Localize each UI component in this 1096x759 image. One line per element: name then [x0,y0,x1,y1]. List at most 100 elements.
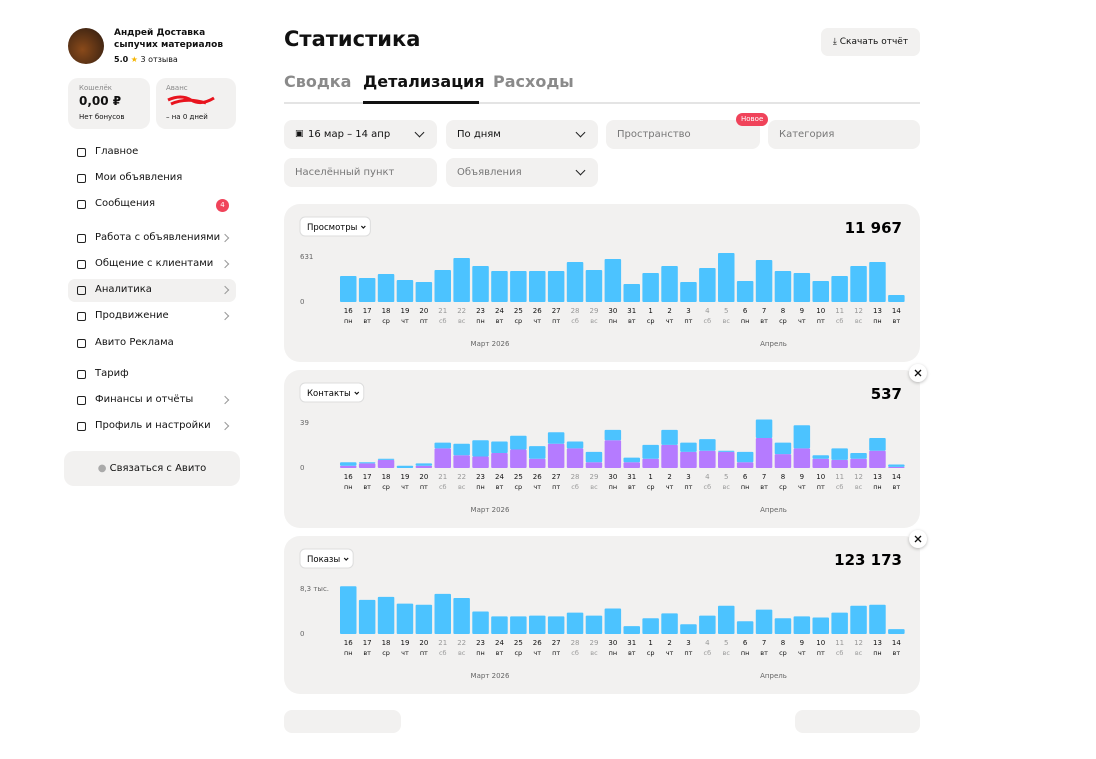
name-line: Андрей Доставка [114,28,206,38]
ads-filter[interactable]: Объявления [446,158,598,187]
bar [755,259,773,302]
category-filter[interactable]: Категория [768,120,920,149]
bar [680,451,697,468]
day-label: 14 [892,473,901,481]
close-icon [914,535,922,543]
day-label: 9 [800,473,804,481]
wallet-label: Кошелёк [79,84,112,92]
wallet[interactable]: Кошелёк 0,00 ₽ Нет бонусов [68,78,150,129]
close-button[interactable] [909,364,927,382]
day-label: 20 [419,639,428,647]
day-label: 21 [438,639,447,647]
menu-item[interactable]: Общение с клиентами [95,258,214,269]
weekday-label: вт [496,649,504,657]
avatar[interactable] [68,28,104,64]
weekday-label: пн [741,649,750,657]
day-label: 3 [686,473,690,481]
menu-item[interactable]: Аналитика [95,284,152,295]
space-filter[interactable]: Пространство [606,120,760,149]
metric-dropdown[interactable] [299,548,354,569]
grouping-filter[interactable]: По дням [446,120,598,149]
day-label: 27 [552,307,561,315]
day-label: 7 [762,473,766,481]
menu-item[interactable]: Мои объявления [95,172,183,183]
weekday-label: сб [439,483,447,491]
reviews[interactable]: 3 отзыва [140,55,178,64]
city-filter[interactable]: Населённый пункт [284,158,437,187]
month-label: Апрель [760,506,787,514]
day-label: 24 [495,473,504,481]
weekday-label: пн [609,317,618,325]
weekday-label: пт [420,317,428,325]
bar [472,440,489,457]
weekday-label: ср [647,483,655,491]
day-label: 27 [552,639,561,647]
day-label: 16 [344,307,353,315]
day-label: 30 [608,473,617,481]
menu-item[interactable]: Профиль и настройки [95,420,211,431]
weekday-label: вт [496,317,504,325]
bar [888,466,905,468]
day-label: 1 [648,639,652,647]
weekday-label: пт [552,483,560,491]
download-button[interactable]: ⤓ Скачать отчёт [821,28,920,56]
weekday-label: сб [439,317,447,325]
bar [680,442,697,452]
menu-item[interactable]: Авито Реклама [95,337,174,348]
total: 11 967 [845,219,902,237]
day-label: 5 [724,639,728,647]
weekday-label: ср [382,649,390,657]
weekday-label: сб [439,649,447,657]
bar [755,438,773,468]
tab[interactable]: Расходы [493,72,574,91]
bar [755,609,773,634]
bar [434,593,451,634]
menu-icon [77,234,86,243]
menu-item[interactable]: Финансы и отчёты [95,394,194,405]
metric-dropdown[interactable] [299,216,371,237]
weekday-label: пт [817,317,825,325]
day-label: 21 [438,473,447,481]
menu-item[interactable]: Тариф [95,368,129,379]
day-label: 6 [743,639,748,647]
bar [377,458,395,460]
tab-active[interactable]: Детализация [363,72,485,91]
menu-icon [77,148,86,157]
menu-item[interactable]: Продвижение [95,310,169,321]
tab[interactable]: Сводка [284,72,352,91]
weekday-label: вт [628,317,636,325]
menu-icon [77,422,86,431]
bar [566,261,584,302]
close-button[interactable] [909,530,927,548]
menu-icon [77,339,86,348]
placeholder [284,710,401,733]
period-filter[interactable]: ▣ 16 мар – 14 апр [284,120,437,149]
filter-text: 16 мар – 14 апр [308,129,391,140]
weekday-label: вт [893,317,901,325]
bar [566,441,584,449]
filter-text: Населённый пункт [295,167,395,178]
day-label: 31 [627,639,636,647]
contact-button[interactable]: ● Связаться с Авито [64,451,240,486]
advance[interactable]: Аванс – на 0 дней [156,78,236,129]
weekday-label: чт [798,317,806,325]
bar [869,604,886,634]
metric-dropdown[interactable] [299,382,365,403]
bar [415,604,433,634]
weekday-label: сб [704,317,712,325]
day-label: 10 [816,307,825,315]
menu-item[interactable]: Сообщения [95,198,156,209]
seller-name[interactable]: Андрей Доставка сыпучих материалов [114,27,223,51]
bar [755,419,773,438]
menu-item[interactable]: Главное [95,146,139,157]
day-label: 12 [854,639,863,647]
bar [718,450,735,452]
tab-underline [363,101,479,104]
menu-item[interactable]: Работа с объявлениями [95,232,221,243]
weekday-label: вт [628,649,636,657]
weekday-label: сб [571,317,579,325]
bar [510,435,527,450]
bar [718,253,735,302]
day-label: 11 [835,307,844,315]
weekday-label: ср [514,317,522,325]
